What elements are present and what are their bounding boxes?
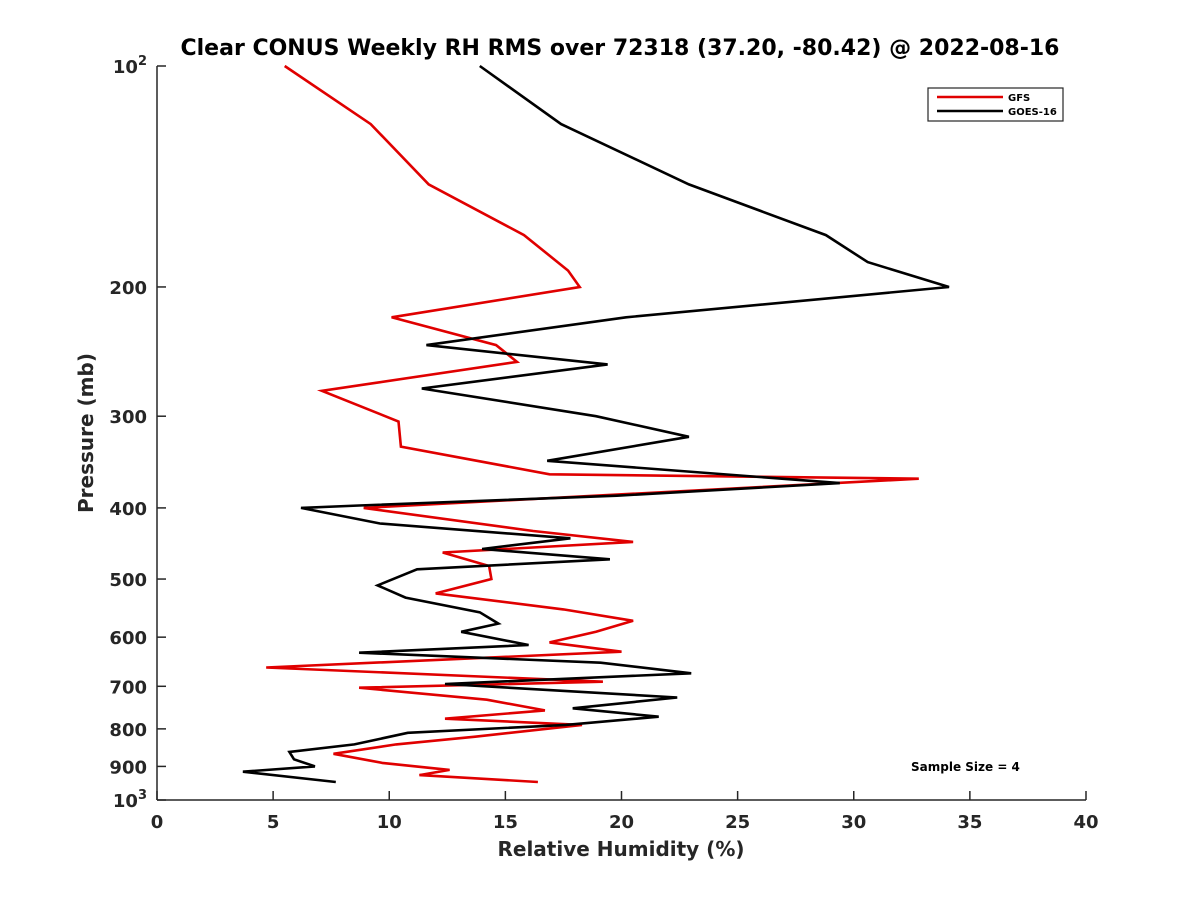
x-axis-label: Relative Humidity (%) (497, 837, 744, 861)
y-tick-label: 400 (109, 499, 147, 520)
x-tick-label: 0 (151, 812, 164, 833)
series-line-goes16 (242, 64, 950, 784)
legend: GFS GOES-16 (927, 87, 1064, 122)
x-tick-label: 20 (609, 812, 634, 833)
y-tick-label: 200 (109, 278, 147, 299)
y-tick-label: 900 (109, 757, 147, 778)
y-tick-label: 800 (109, 720, 147, 741)
x-ticks: 0 5 10 15 20 25 30 35 40 (151, 791, 1099, 833)
x-tick-label: 15 (493, 812, 518, 833)
x-tick-label: 25 (725, 812, 750, 833)
x-tick-label: 35 (957, 812, 982, 833)
axes (156, 66, 1086, 801)
y-tick-label: 500 (109, 570, 147, 591)
series-line-gfs (266, 64, 919, 784)
x-tick-label: 10 (377, 812, 402, 833)
x-tick-label: 5 (267, 812, 280, 833)
y-tick-label: 300 (109, 407, 147, 428)
series-layer (242, 64, 950, 784)
x-tick-label: 40 (1073, 812, 1098, 833)
y-tick-label: 102 (113, 54, 147, 78)
y-tick-label: 600 (109, 628, 147, 649)
y-ticks: 102 200 300 400 500 600 700 800 900 103 (109, 54, 166, 812)
chart-title: Clear CONUS Weekly RH RMS over 72318 (37… (181, 36, 1060, 61)
x-tick-label: 30 (841, 812, 866, 833)
y-tick-label: 700 (109, 677, 147, 698)
sample-size-annotation: Sample Size = 4 (911, 760, 1020, 774)
y-axis-label: Pressure (mb) (74, 353, 98, 513)
y-tick-label: 103 (113, 788, 147, 812)
legend-label-gfs: GFS (1008, 93, 1030, 104)
legend-box (927, 87, 1064, 122)
legend-label-goes16: GOES-16 (1008, 107, 1057, 118)
